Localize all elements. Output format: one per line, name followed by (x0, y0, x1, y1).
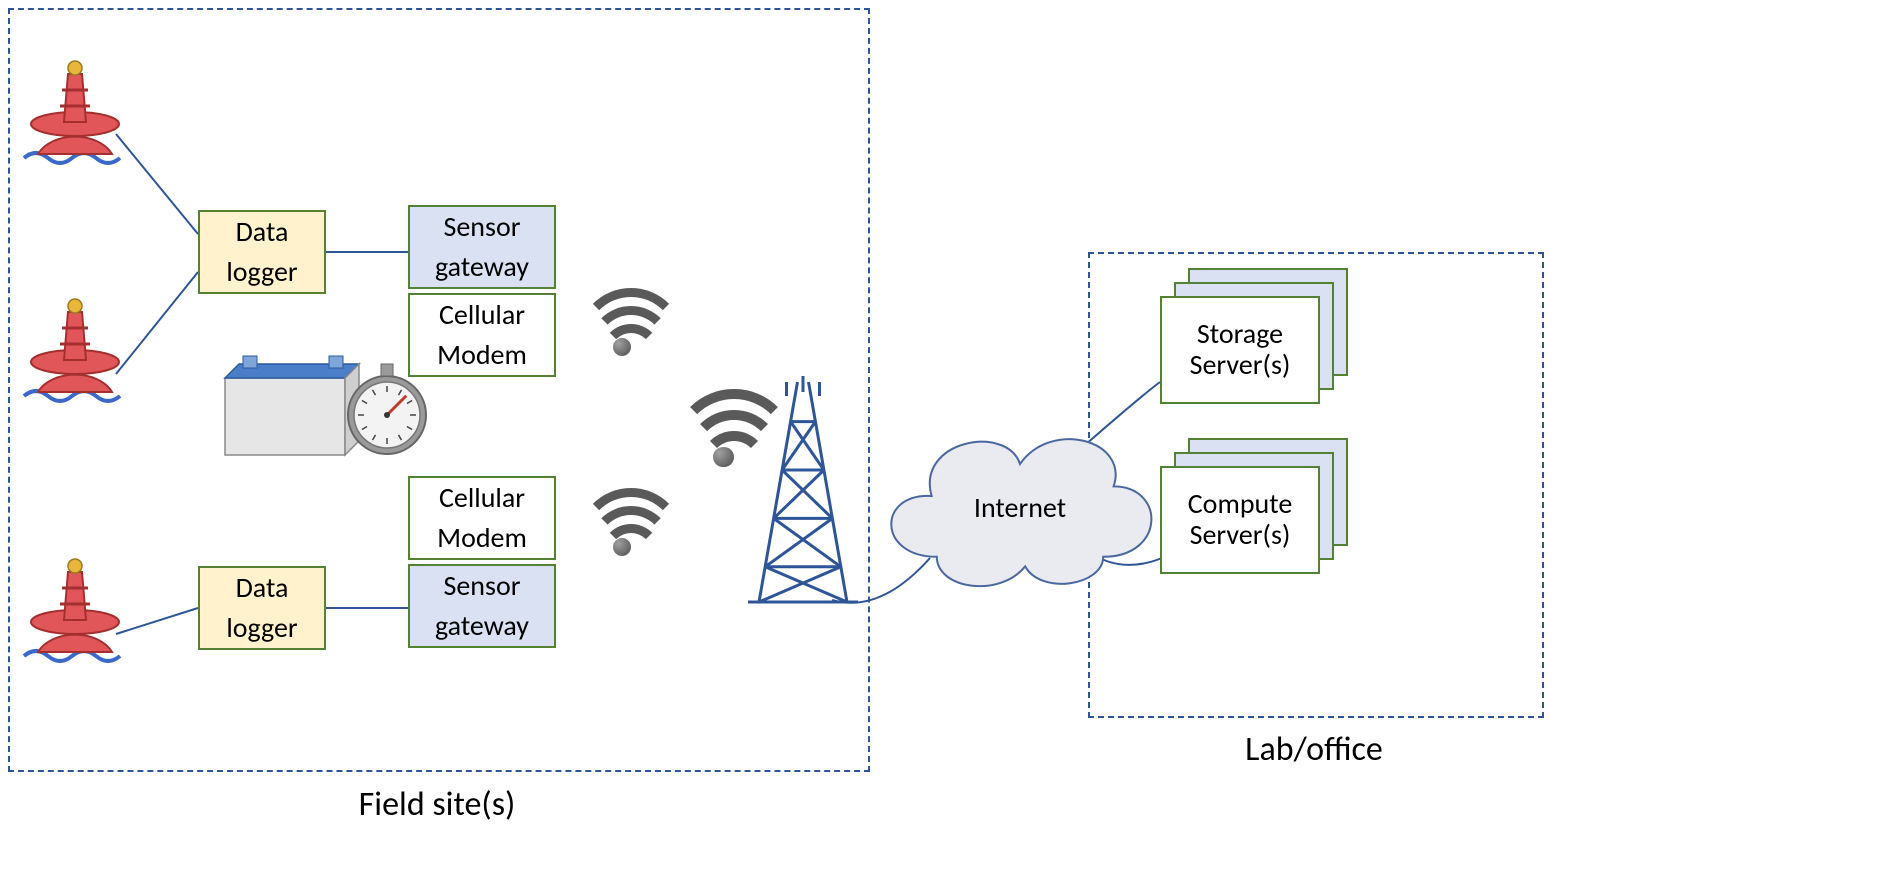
data-logger-top-b: logger (198, 252, 326, 294)
cell-modem-top: Cellular (408, 293, 556, 335)
sensor-gw-top-b-label: gateway (435, 252, 529, 283)
storage-servers-label: StorageServer(s) (1190, 319, 1291, 381)
cloud-label-text: Internet (974, 490, 1066, 525)
data-logger-top-b-label: logger (226, 257, 297, 288)
sensor-gw-bot: Sensor (408, 564, 556, 606)
data-logger-top: Data (198, 210, 326, 252)
sensor-gw-bot-b-label: gateway (435, 611, 529, 642)
sensor-gw-bot-label: Sensor (444, 571, 521, 602)
sensor-gw-top-b: gateway (408, 247, 556, 289)
sensor-gw-top-label: Sensor (444, 212, 521, 243)
region-lab-title: Lab/office (1088, 730, 1540, 769)
cell-modem-bot-label: Cellular (439, 483, 525, 514)
cell-modem-top-label: Cellular (439, 300, 525, 331)
compute-servers-label: ComputeServer(s) (1188, 489, 1293, 551)
region-lab-title-text: Lab/office (1245, 729, 1383, 770)
cell-modem-top-b-label: Modem (437, 340, 527, 371)
region-field-title-text: Field site(s) (359, 784, 516, 825)
diagram-connectors (0, 0, 1904, 888)
cloud-label: Internet (920, 492, 1120, 524)
region-field-title: Field site(s) (8, 785, 866, 824)
sensor-gw-top: Sensor (408, 205, 556, 247)
wifi-icon (577, 480, 667, 555)
data-logger-top-label: Data (236, 217, 289, 248)
wifi-icon (577, 280, 667, 355)
cell-modem-bot-b-label: Modem (437, 523, 527, 554)
data-logger-bot-b: logger (198, 608, 326, 650)
data-logger-bot: Data (198, 566, 326, 608)
data-logger-bot-label: Data (236, 573, 289, 604)
wifi-icon (672, 380, 776, 466)
data-logger-bot-b-label: logger (226, 613, 297, 644)
cell-modem-bot: Cellular (408, 476, 556, 518)
cell-modem-top-b: Modem (408, 335, 556, 377)
cell-modem-bot-b: Modem (408, 518, 556, 560)
sensor-gw-bot-b: gateway (408, 606, 556, 648)
